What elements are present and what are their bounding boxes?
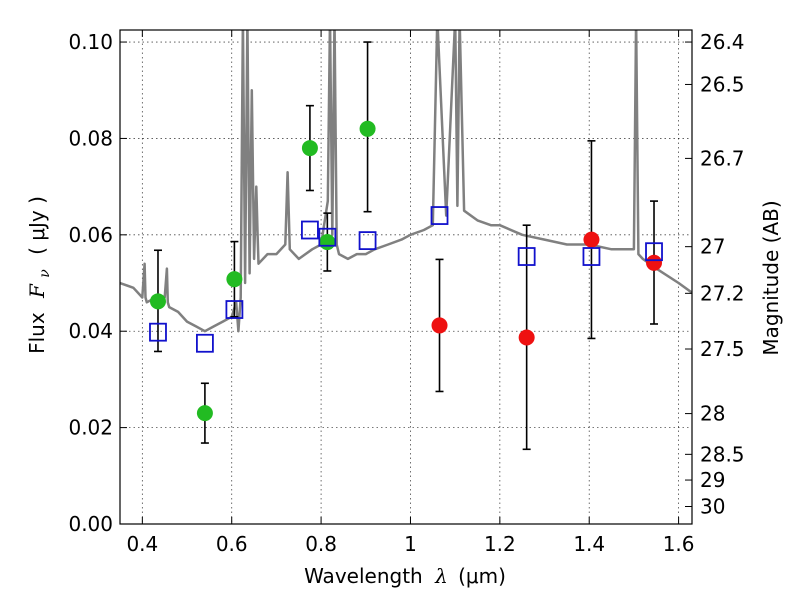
axis-ticks: 0.4 0.6 0.8 1 1.2 1.4 1.6 0.00 0.02 0.04 0.06 0.08 0… [68,30,745,556]
x-tick-label: 0.8 [305,532,337,556]
data-point [431,317,448,334]
plot-frame [119,29,693,525]
x-tick-label: 1.6 [663,532,695,556]
y-axis-label: Flux [25,312,49,354]
data-points [149,41,663,451]
y2-tick-label: 26.4 [700,30,745,54]
model-point [318,227,337,247]
y2-tick-label: 30 [700,495,725,519]
y2-tick-label: 28 [700,402,725,426]
y-axis-title: Flux F ν ( μJy ) [25,196,54,354]
model-point [582,247,601,266]
y-tick-label: 0.00 [68,512,113,536]
y-tick-label: 0.10 [68,30,113,54]
data-point [518,329,535,346]
model-point [358,231,377,251]
data-point [149,293,166,310]
model-point [645,242,663,262]
y2-axis-title: Magnitude (AB) [759,200,783,355]
y-tick-label: 0.08 [68,126,113,150]
model-point [301,220,319,240]
data-point [646,254,663,271]
x-axis-unit: (μm) [458,564,506,588]
y2-tick-label: 27.2 [700,281,745,305]
gridlines [120,30,692,525]
model-point [517,247,536,266]
data-point [359,120,376,137]
y-axis-symbol-sub: ν [37,269,53,278]
x-axis-label: Wavelength [304,564,423,588]
y-axis-symbol: F [25,283,49,299]
x-tick-label: 1 [404,532,417,556]
x-tick-label: 1.2 [484,532,516,556]
y2-tick-label: 26.5 [700,72,745,96]
y2-tick-label: 29 [700,468,725,492]
model-point [225,300,244,319]
data-point [319,234,336,251]
x-tick-label: 0.6 [216,532,248,556]
model-point [149,322,167,342]
data-point [301,140,318,157]
y-axis-unit: ( μJy ) [25,196,49,255]
y-tick-label: 0.02 [68,416,113,440]
x-tick-label: 1.4 [573,532,605,556]
y2-tick-label: 27.5 [700,337,745,361]
x-axis-symbol: λ [434,564,448,588]
model-spectrum [120,30,692,333]
y2-tick-label: 26.7 [700,146,745,170]
y2-tick-label: 27 [700,235,725,259]
y2-tick-label: 28.5 [700,442,745,466]
data-point [583,231,600,248]
model-spectrum-line [120,30,692,333]
model-point [196,333,214,353]
data-point [226,271,243,288]
x-axis-title: Wavelength λ (μm) [304,564,506,588]
y-tick-label: 0.06 [68,223,113,247]
data-point [196,405,213,422]
model-point [430,206,449,225]
x-tick-label: 0.4 [126,532,158,556]
y-tick-label: 0.04 [68,319,113,343]
